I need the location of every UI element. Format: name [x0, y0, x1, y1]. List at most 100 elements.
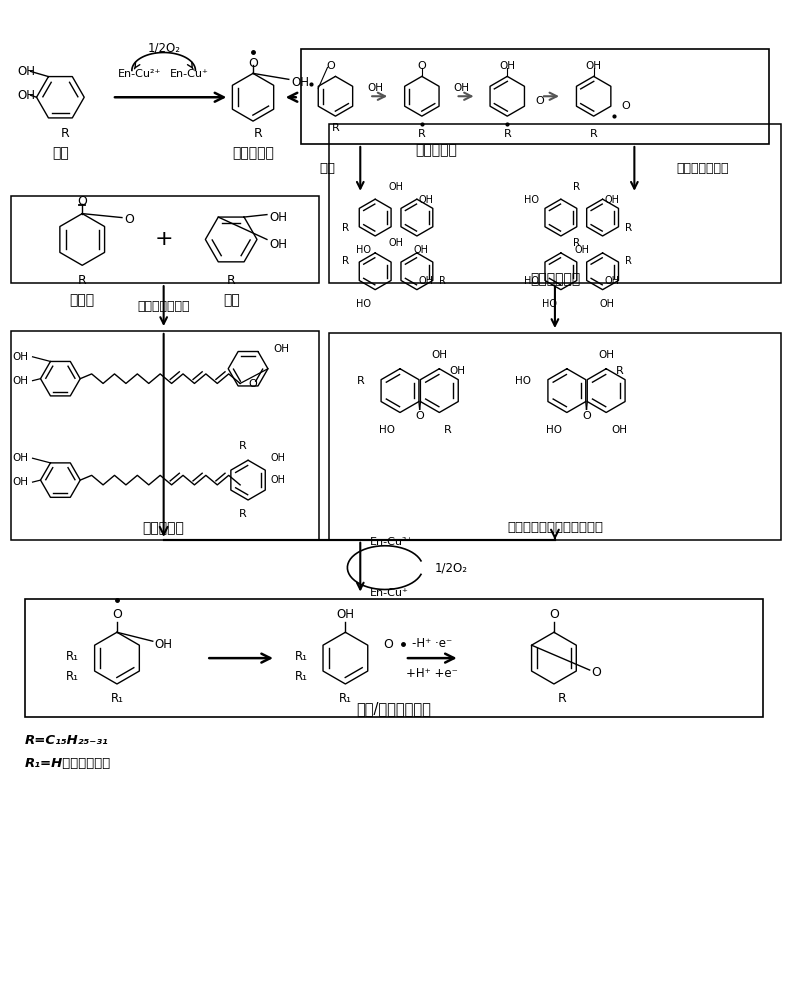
Text: 歧化: 歧化	[320, 162, 336, 175]
Text: OH: OH	[271, 453, 286, 463]
Text: O: O	[124, 213, 134, 226]
Text: OH: OH	[367, 83, 383, 93]
Text: 漆酚醌: 漆酚醌	[70, 293, 95, 307]
Text: OH: OH	[598, 350, 614, 360]
Text: 漆酚: 漆酚	[223, 293, 239, 307]
Text: R: R	[616, 366, 624, 376]
Text: R₁: R₁	[66, 650, 79, 663]
Text: En-Cu²⁺: En-Cu²⁺	[370, 537, 413, 547]
Text: OH: OH	[418, 195, 433, 205]
Text: R: R	[574, 182, 581, 192]
Text: OH: OH	[336, 608, 354, 621]
Bar	[10, 331, 319, 540]
Text: O: O	[549, 608, 559, 621]
Text: OH: OH	[604, 195, 619, 205]
Text: 自由基加成反应: 自由基加成反应	[138, 300, 190, 313]
Text: OH: OH	[413, 245, 429, 255]
Text: R₁: R₁	[295, 650, 308, 663]
Text: O: O	[248, 379, 257, 389]
Text: OH: OH	[13, 477, 29, 487]
Bar	[300, 49, 770, 144]
Text: R: R	[625, 256, 632, 266]
Text: O: O	[582, 411, 591, 421]
Text: O: O	[326, 61, 335, 71]
Text: R: R	[503, 129, 511, 139]
Text: HO: HO	[515, 376, 531, 386]
Text: R: R	[227, 274, 235, 287]
Text: O: O	[415, 411, 424, 421]
Text: R: R	[239, 509, 247, 519]
Text: 联苯及二苯并呋喃型二聚体: 联苯及二苯并呋喃型二聚体	[507, 521, 603, 534]
Text: R: R	[574, 238, 581, 248]
Text: O: O	[592, 666, 602, 679]
Text: 半醌自由基: 半醌自由基	[232, 146, 274, 160]
Text: 1/2O₂: 1/2O₂	[435, 561, 468, 574]
Text: R₁=H或漆酚多聚体: R₁=H或漆酚多聚体	[25, 757, 111, 770]
Text: R: R	[590, 129, 598, 139]
Text: 醌型/半醌型高聚体: 醌型/半醌型高聚体	[356, 701, 432, 716]
Text: 侧链二聚体: 侧链二聚体	[143, 521, 184, 535]
Text: O: O	[383, 638, 393, 651]
Text: R: R	[78, 274, 87, 287]
Text: OH: OH	[604, 276, 619, 286]
Text: R: R	[557, 692, 566, 705]
Text: O: O	[248, 57, 258, 70]
Text: O: O	[77, 195, 87, 208]
Text: R₁: R₁	[339, 692, 352, 705]
Text: OH: OH	[13, 453, 29, 463]
Text: OH: OH	[418, 276, 433, 286]
Text: -H⁺ ·e⁻: -H⁺ ·e⁻	[412, 637, 452, 650]
Text: R₁: R₁	[295, 670, 308, 683]
Text: O: O	[535, 96, 544, 106]
Text: 1/2O₂: 1/2O₂	[148, 41, 181, 54]
Text: 自由基取代反应: 自由基取代反应	[677, 162, 729, 175]
Text: OH: OH	[599, 299, 614, 309]
Text: OH: OH	[273, 344, 289, 354]
Text: HO: HO	[545, 425, 562, 435]
Text: 漆酚: 漆酚	[52, 146, 69, 160]
Text: OH: OH	[18, 89, 36, 102]
Text: R: R	[439, 276, 446, 286]
Text: OH: OH	[611, 425, 627, 435]
Text: 半醌自由基: 半醌自由基	[415, 143, 457, 157]
Text: OH: OH	[586, 61, 602, 71]
Text: +H⁺ +e⁻: +H⁺ +e⁻	[406, 667, 457, 680]
Text: OH: OH	[388, 238, 404, 248]
Text: OH: OH	[574, 245, 590, 255]
Text: HO: HO	[356, 245, 371, 255]
Text: OH: OH	[453, 83, 469, 93]
Text: HO: HO	[379, 425, 395, 435]
Text: R: R	[342, 223, 349, 233]
Text: HO: HO	[356, 299, 371, 309]
Text: OH: OH	[13, 376, 29, 386]
Bar	[328, 124, 781, 283]
Text: HO: HO	[524, 276, 538, 286]
Text: OH: OH	[269, 211, 287, 224]
Bar	[25, 599, 763, 717]
Text: R₁: R₁	[111, 692, 123, 705]
Text: En-Cu²⁺: En-Cu²⁺	[118, 69, 162, 79]
Text: R=C₁₅H₂₅₋₃₁: R=C₁₅H₂₅₋₃₁	[25, 734, 108, 747]
Text: HO: HO	[542, 299, 557, 309]
Text: R: R	[254, 127, 263, 140]
Text: 联苯型二聚体: 联苯型二聚体	[529, 272, 580, 286]
Text: O: O	[622, 101, 630, 111]
Text: R: R	[61, 127, 70, 140]
Text: OH: OH	[292, 76, 310, 89]
Text: R: R	[445, 425, 452, 435]
Text: OH: OH	[269, 238, 287, 251]
Text: O: O	[112, 608, 122, 621]
Text: R: R	[625, 223, 632, 233]
Text: OH: OH	[13, 352, 29, 362]
Bar	[328, 333, 781, 540]
Text: OH: OH	[18, 65, 36, 78]
Text: R: R	[356, 376, 364, 386]
Text: +: +	[155, 229, 173, 249]
Text: R: R	[418, 129, 425, 139]
Text: En-Cu⁺: En-Cu⁺	[370, 588, 409, 598]
Text: HO: HO	[524, 195, 538, 205]
Text: OH: OH	[155, 638, 173, 651]
Text: R₁: R₁	[66, 670, 79, 683]
Text: En-Cu⁺: En-Cu⁺	[170, 69, 209, 79]
Text: OH: OH	[431, 350, 447, 360]
